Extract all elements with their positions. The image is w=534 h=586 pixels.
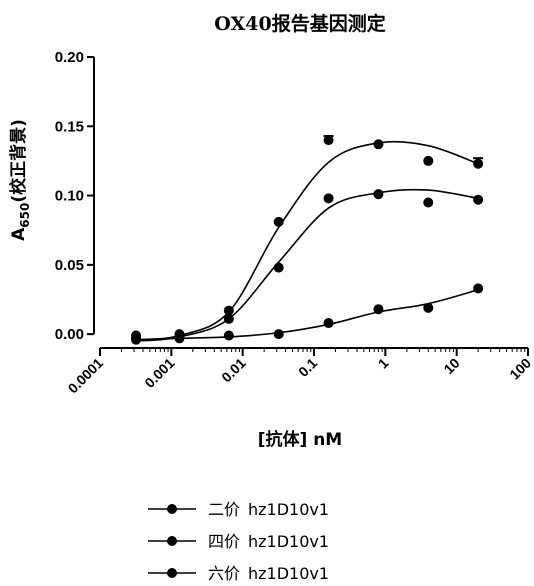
legend-label-cn: 六价 — [208, 564, 240, 583]
legend-label-en: hz1D10v1 — [248, 500, 329, 519]
data-point — [423, 302, 434, 313]
data-point — [373, 139, 384, 150]
x-tick-label: 0.01 — [218, 355, 249, 386]
legend-marker — [167, 504, 177, 514]
legend-label-en: hz1D10v1 — [248, 564, 329, 583]
legend-marker — [167, 536, 177, 546]
data-point — [423, 155, 434, 166]
legend-marker — [167, 568, 177, 578]
x-tick-label: 100 — [506, 355, 534, 383]
data-point — [323, 193, 334, 204]
data-point — [223, 305, 234, 316]
fit-curve — [135, 188, 479, 342]
fit-curve — [136, 289, 479, 341]
legend-label-cn: 二价 — [208, 500, 240, 519]
y-axis-label-rest: (校正背景) — [8, 119, 29, 203]
x-tick-label: 0.1 — [295, 355, 320, 380]
data-point — [373, 189, 384, 200]
x-tick-label: 1 — [375, 355, 392, 372]
axes: 0.00 0.05 0.10 0.15 0.20 0.0001 0.001 0.01 0.1 1 1… — [55, 49, 534, 396]
legend-label: 四价 hz1D10v1 — [208, 532, 329, 551]
fit-curve — [135, 140, 479, 341]
y-tick-label: 0.10 — [55, 188, 84, 205]
data-point — [223, 330, 234, 341]
y-tick-label: 0.05 — [55, 257, 84, 274]
y-axis-label-main: A — [9, 227, 29, 241]
y-tick-label: 0.20 — [55, 49, 84, 66]
data-point — [373, 304, 384, 315]
data-point — [473, 158, 484, 169]
y-axis-label: A650(校正背景) — [8, 119, 32, 241]
x-tick-label: 0.0001 — [65, 355, 107, 397]
data-point — [473, 283, 484, 294]
legend-label: 六价 hz1D10v1 — [208, 564, 329, 583]
y-tick-label: 0.15 — [55, 118, 84, 135]
data-point — [323, 135, 334, 146]
legend-label-cn: 四价 — [208, 532, 240, 551]
y-tick-label: 0.00 — [55, 326, 84, 343]
x-tick-label: 0.001 — [141, 355, 177, 391]
x-axis-title: [抗体] nM — [258, 429, 342, 450]
data-point — [273, 329, 284, 340]
data-point — [273, 216, 284, 227]
data-point — [131, 330, 142, 341]
legend-label: 二价 hz1D10v1 — [208, 500, 329, 519]
y-axis-label-sub: 650 — [18, 203, 32, 228]
data-point — [323, 318, 334, 329]
data-point — [423, 197, 434, 208]
data-point — [223, 313, 234, 324]
legend-label-en: hz1D10v1 — [248, 532, 329, 551]
data-points — [131, 134, 484, 345]
chart-title: OX40报告基因测定 — [214, 12, 385, 35]
data-point — [174, 329, 185, 340]
data-point — [473, 194, 484, 205]
data-point — [273, 262, 284, 273]
y-axis-title: A650(校正背景) — [8, 119, 32, 241]
legend: 二价 hz1D10v1 四价 hz1D10v1 六价 hz1D10v1 — [148, 500, 329, 583]
x-tick-label: 10 — [440, 355, 462, 377]
